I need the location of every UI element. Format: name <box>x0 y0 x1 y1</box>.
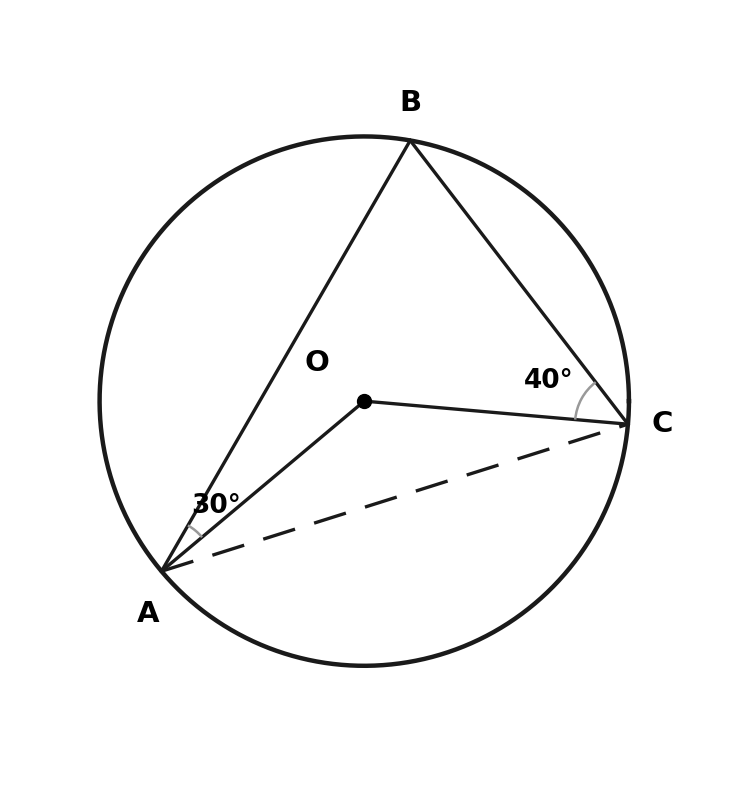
Text: 30°: 30° <box>191 493 241 519</box>
Text: 40°: 40° <box>524 368 574 394</box>
Text: B: B <box>399 88 421 117</box>
Text: C: C <box>652 410 673 438</box>
Text: O: O <box>305 350 330 377</box>
Text: A: A <box>137 600 159 628</box>
